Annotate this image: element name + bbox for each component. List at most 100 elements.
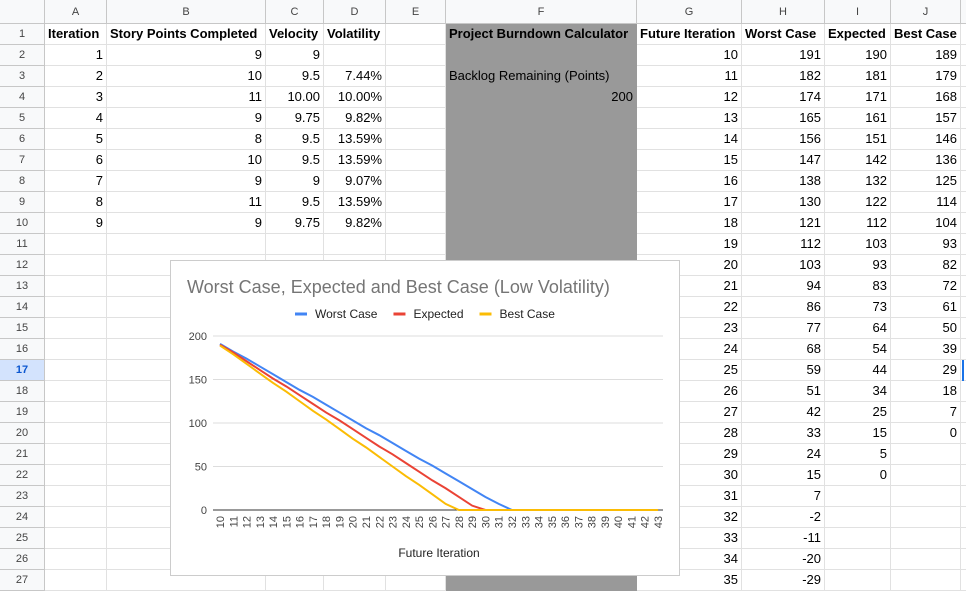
cell: 23 bbox=[637, 318, 742, 339]
cell: 7.44% bbox=[324, 66, 386, 87]
cell: 1 bbox=[45, 45, 107, 66]
cell: 146 bbox=[891, 129, 961, 150]
x-tick-label: 41 bbox=[626, 516, 638, 528]
empty-cell bbox=[825, 507, 891, 528]
cell: 93 bbox=[891, 234, 961, 255]
cell: -2 bbox=[742, 507, 825, 528]
empty-cell bbox=[45, 507, 107, 528]
legend-label: Expected bbox=[413, 307, 463, 321]
cell-cursor bbox=[962, 360, 964, 381]
empty-cell bbox=[386, 213, 446, 234]
cell: 77 bbox=[742, 318, 825, 339]
row-header: 3 bbox=[0, 66, 45, 87]
cell: 29 bbox=[891, 360, 961, 381]
cell: Velocity bbox=[266, 24, 324, 45]
column-header: J bbox=[891, 0, 961, 24]
cell: 30 bbox=[637, 465, 742, 486]
cell: 33 bbox=[742, 423, 825, 444]
x-tick-label: 20 bbox=[348, 516, 360, 528]
empty-cell bbox=[386, 129, 446, 150]
empty-cell bbox=[45, 402, 107, 423]
cell: 25 bbox=[825, 402, 891, 423]
row-header: 12 bbox=[0, 255, 45, 276]
x-tick-label: 10 bbox=[215, 516, 227, 528]
row-header: 19 bbox=[0, 402, 45, 423]
cell: 8 bbox=[45, 192, 107, 213]
legend-label: Best Case bbox=[500, 307, 556, 321]
empty-cell bbox=[961, 129, 966, 150]
column-header: I bbox=[825, 0, 891, 24]
cell: Best Case bbox=[891, 24, 961, 45]
empty-cell bbox=[446, 108, 637, 129]
x-tick-label: 21 bbox=[361, 516, 373, 528]
series-line bbox=[219, 344, 658, 511]
cell: 20 bbox=[637, 255, 742, 276]
cell: 13.59% bbox=[324, 150, 386, 171]
empty-cell bbox=[961, 402, 966, 423]
cell: 86 bbox=[742, 297, 825, 318]
empty-cell bbox=[107, 234, 266, 255]
cell: 15 bbox=[742, 465, 825, 486]
cell: 50 bbox=[891, 318, 961, 339]
cell: 114 bbox=[891, 192, 961, 213]
row-header: 4 bbox=[0, 87, 45, 108]
empty-cell bbox=[961, 45, 966, 66]
cell: 9.75 bbox=[266, 213, 324, 234]
x-tick-label: 13 bbox=[255, 516, 267, 528]
empty-cell bbox=[45, 381, 107, 402]
empty-cell bbox=[45, 318, 107, 339]
cell: Volatility bbox=[324, 24, 386, 45]
empty-cell bbox=[324, 45, 386, 66]
cell: 59 bbox=[742, 360, 825, 381]
cell: Story Points Completed bbox=[107, 24, 266, 45]
cell: 22 bbox=[637, 297, 742, 318]
cell: 10.00 bbox=[266, 87, 324, 108]
x-tick-label: 37 bbox=[573, 516, 585, 528]
row-header: 10 bbox=[0, 213, 45, 234]
series-line bbox=[219, 343, 658, 511]
cell: 72 bbox=[891, 276, 961, 297]
empty-cell bbox=[45, 549, 107, 570]
empty-cell bbox=[825, 549, 891, 570]
cell: 24 bbox=[742, 444, 825, 465]
column-header: E bbox=[386, 0, 446, 24]
cell: 27 bbox=[637, 402, 742, 423]
cell: 136 bbox=[891, 150, 961, 171]
x-tick-label: 32 bbox=[507, 516, 519, 528]
row-header: 11 bbox=[0, 234, 45, 255]
x-tick-label: 40 bbox=[613, 516, 625, 528]
cell: 122 bbox=[825, 192, 891, 213]
empty-cell bbox=[386, 45, 446, 66]
empty-cell bbox=[386, 87, 446, 108]
cell: 31 bbox=[637, 486, 742, 507]
empty-cell bbox=[386, 171, 446, 192]
row-header: 26 bbox=[0, 549, 45, 570]
row-header: 2 bbox=[0, 45, 45, 66]
x-tick-label: 25 bbox=[414, 516, 426, 528]
x-tick-label: 34 bbox=[534, 516, 546, 528]
empty-cell bbox=[891, 528, 961, 549]
cell: 10 bbox=[107, 150, 266, 171]
x-tick-label: 12 bbox=[242, 516, 254, 528]
cell: 104 bbox=[891, 213, 961, 234]
empty-cell bbox=[961, 171, 966, 192]
cell: 161 bbox=[825, 108, 891, 129]
empty-cell bbox=[961, 528, 966, 549]
y-tick-label: 0 bbox=[201, 505, 207, 517]
cell: 17 bbox=[637, 192, 742, 213]
row-header: 21 bbox=[0, 444, 45, 465]
cell: 94 bbox=[742, 276, 825, 297]
row-header: 24 bbox=[0, 507, 45, 528]
empty-cell bbox=[891, 507, 961, 528]
empty-cell bbox=[961, 339, 966, 360]
x-tick-label: 29 bbox=[467, 516, 479, 528]
cell: 61 bbox=[891, 297, 961, 318]
empty-cell bbox=[961, 423, 966, 444]
cell: 168 bbox=[891, 87, 961, 108]
empty-cell bbox=[891, 444, 961, 465]
cell: 200 bbox=[446, 87, 637, 108]
cell: 112 bbox=[825, 213, 891, 234]
row-header: 13 bbox=[0, 276, 45, 297]
cell: 8 bbox=[107, 129, 266, 150]
